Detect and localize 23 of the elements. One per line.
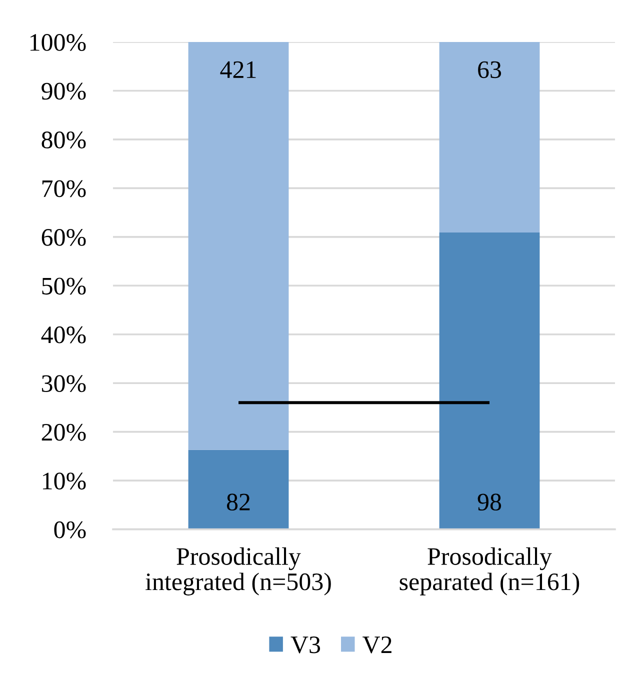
annotation: 98: [478, 494, 502, 511]
y-tick-label: 30%: [42, 375, 86, 392]
legend-label: V2: [362, 636, 392, 654]
y-tick-label: 10%: [42, 472, 86, 490]
bar: [188, 450, 289, 530]
y-tick-label: 80%: [42, 132, 86, 148]
bar: [439, 42, 540, 233]
bar: [188, 42, 289, 450]
annotation: 82: [226, 494, 250, 511]
y-tick-label: 50%: [42, 278, 86, 295]
y-tick-label: 90%: [42, 82, 86, 100]
annotation: 421: [220, 61, 256, 78]
y-tick-label: 70%: [42, 180, 86, 198]
annotation: 63: [478, 61, 502, 78]
y-tick-label: 20%: [42, 424, 86, 441]
y-tick-label: 60%: [42, 228, 86, 246]
x-tick-label: Prosodically integrated (n=503): [146, 547, 331, 596]
y-tick-label: 40%: [41, 326, 86, 344]
y-tick-label: 0%: [54, 521, 86, 538]
x-tick-label: Prosodically separated (n=161): [400, 547, 580, 596]
legend-label: V3: [290, 636, 320, 654]
bar: [439, 232, 540, 530]
y-tick-label: 100%: [30, 34, 86, 51]
